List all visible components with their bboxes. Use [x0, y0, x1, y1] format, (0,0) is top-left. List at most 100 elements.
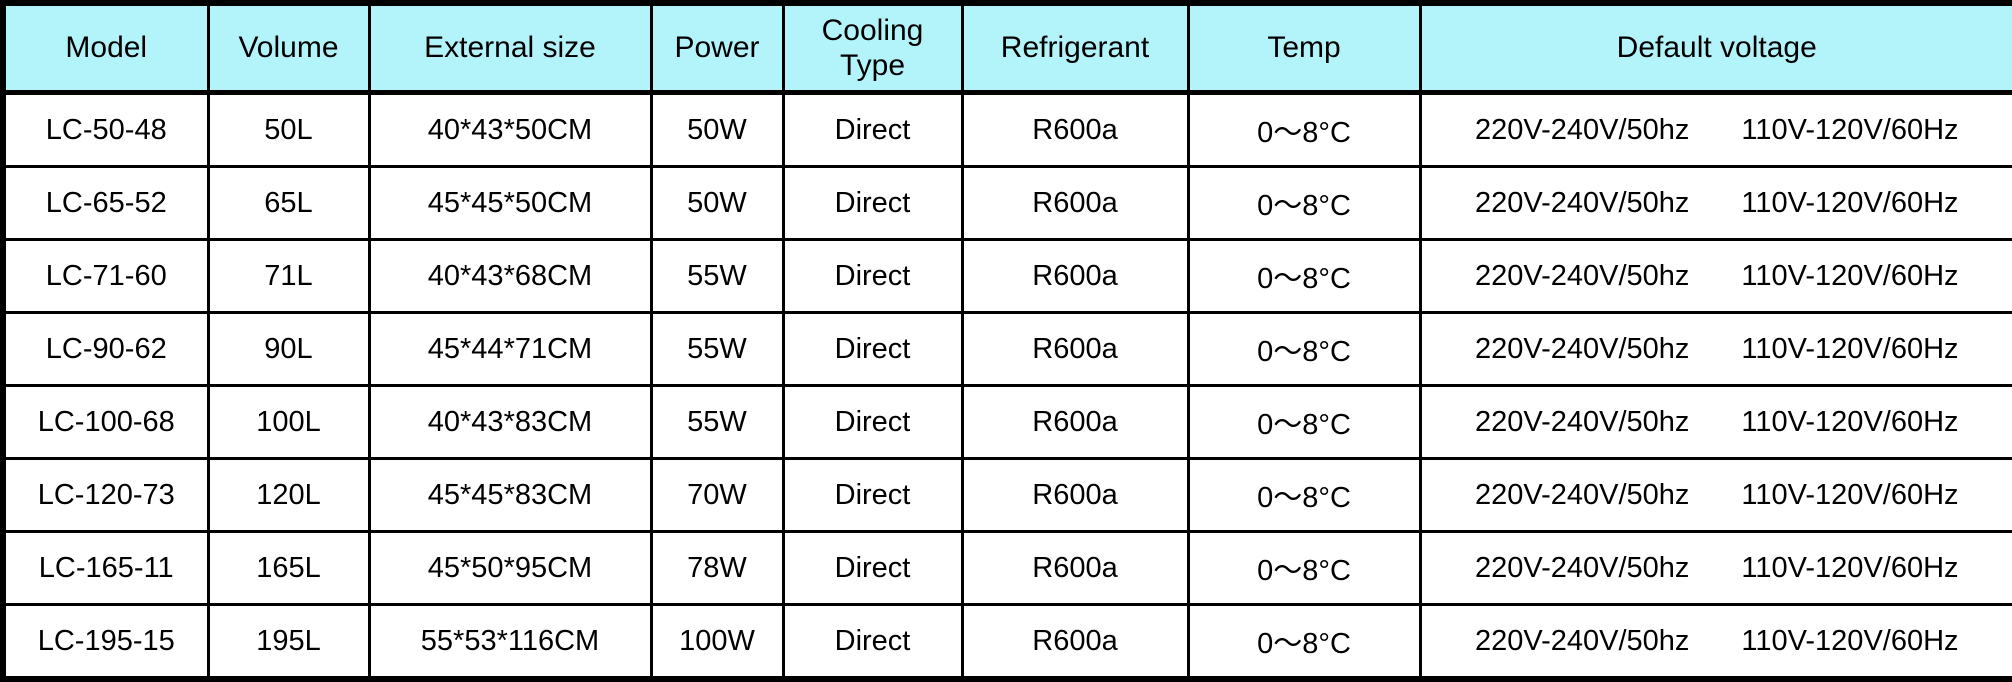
cell-refrigerant: R600a	[960, 165, 1190, 241]
table-header: Model Volume External size Power Cooling…	[1, 1, 2012, 95]
cell-refrigerant: R600a	[960, 530, 1190, 606]
voltage-value: 220V-240V/50hz	[1474, 405, 1690, 438]
cell-cooling-type: Direct	[781, 457, 964, 533]
cell-power: 78W	[649, 530, 785, 606]
cell-model: LC-195-15	[1, 603, 210, 681]
cell-external-size: 40*43*83CM	[367, 384, 653, 460]
cell-power: 55W	[649, 384, 785, 460]
cell-volume: 120L	[206, 457, 371, 533]
column-header-power: Power	[649, 1, 785, 95]
cell-power: 70W	[649, 457, 785, 533]
voltage-values: 220V-240V/50hz 110V-120V/60Hz	[1428, 479, 2007, 512]
cell-default-voltage: 220V-240V/50hz 110V-120V/60Hz	[1418, 603, 2012, 681]
cell-volume: 50L	[206, 91, 371, 168]
voltage-values: 220V-240V/50hz 110V-120V/60Hz	[1428, 406, 2007, 439]
cell-volume: 90L	[206, 311, 371, 387]
cell-external-size: 45*44*71CM	[367, 311, 653, 387]
cell-external-size: 55*53*116CM	[367, 603, 653, 681]
cell-cooling-type: Direct	[781, 91, 964, 168]
voltage-value: 110V-120V/60Hz	[1741, 186, 1959, 219]
column-header-external-size: External size	[367, 1, 653, 95]
cell-temp: 0～8°C	[1186, 530, 1422, 606]
voltage-value: 220V-240V/50hz	[1474, 478, 1690, 511]
cell-refrigerant: R600a	[960, 238, 1190, 314]
cell-cooling-type: Direct	[781, 530, 964, 606]
cell-volume: 100L	[206, 384, 371, 460]
cell-cooling-type: Direct	[781, 384, 964, 460]
cell-model: LC-165-11	[1, 530, 210, 606]
cell-external-size: 45*45*50CM	[367, 165, 653, 241]
table-row: LC-50-48 50L 40*43*50CM 50W Direct R600a 0～8°C…	[1, 91, 2012, 168]
cell-default-voltage: 220V-240V/50hz 110V-120V/60Hz	[1418, 311, 2012, 387]
column-header-cooling-type: Cooling Type	[781, 1, 964, 95]
cell-cooling-type: Direct	[781, 311, 964, 387]
cell-volume: 65L	[206, 165, 371, 241]
table-row: LC-120-73 120L 45*45*83CM 70W Direct R600a 0～8…	[1, 457, 2012, 533]
cell-temp: 0～8°C	[1186, 603, 1422, 681]
voltage-values: 220V-240V/50hz 110V-120V/60Hz	[1428, 260, 2007, 293]
cell-temp: 0～8°C	[1186, 238, 1422, 314]
voltage-value: 220V-240V/50hz	[1474, 186, 1690, 219]
cell-default-voltage: 220V-240V/50hz 110V-120V/60Hz	[1418, 384, 2012, 460]
cell-default-voltage: 220V-240V/50hz 110V-120V/60Hz	[1418, 457, 2012, 533]
cell-cooling-type: Direct	[781, 603, 964, 681]
voltage-values: 220V-240V/50hz 110V-120V/60Hz	[1428, 114, 2007, 147]
cell-model: LC-71-60	[1, 238, 210, 314]
table-row: LC-195-15 195L 55*53*116CM 100W Direct R600a 0…	[1, 603, 2012, 681]
table-row: LC-71-60 71L 40*43*68CM 55W Direct R600a 0～8°C…	[1, 238, 2012, 314]
table-row: LC-90-62 90L 45*44*71CM 55W Direct R600a 0～8°C…	[1, 311, 2012, 387]
cell-temp: 0～8°C	[1186, 457, 1422, 533]
cell-power: 50W	[649, 165, 785, 241]
table-body: LC-50-48 50L 40*43*50CM 50W Direct R600a 0～8°C…	[1, 91, 2012, 681]
table-row: LC-100-68 100L 40*43*83CM 55W Direct R600a 0～8…	[1, 384, 2012, 460]
voltage-values: 220V-240V/50hz 110V-120V/60Hz	[1428, 187, 2007, 220]
cell-volume: 195L	[206, 603, 371, 681]
cell-default-voltage: 220V-240V/50hz 110V-120V/60Hz	[1418, 238, 2012, 314]
cell-volume: 71L	[206, 238, 371, 314]
voltage-value: 110V-120V/60Hz	[1741, 405, 1959, 438]
table-row: LC-165-11 165L 45*50*95CM 78W Direct R600a 0～8…	[1, 530, 2012, 606]
cell-power: 100W	[649, 603, 785, 681]
header-row: Model Volume External size Power Cooling…	[1, 1, 2012, 95]
voltage-values: 220V-240V/50hz 110V-120V/60Hz	[1428, 625, 2007, 658]
column-header-default-voltage: Default voltage	[1418, 1, 2012, 95]
cell-default-voltage: 220V-240V/50hz 110V-120V/60Hz	[1418, 530, 2012, 606]
voltage-value: 220V-240V/50hz	[1474, 551, 1690, 584]
cell-external-size: 40*43*50CM	[367, 91, 653, 168]
cell-temp: 0～8°C	[1186, 91, 1422, 168]
cell-power: 50W	[649, 91, 785, 168]
cell-model: LC-90-62	[1, 311, 210, 387]
cell-refrigerant: R600a	[960, 603, 1190, 681]
cell-temp: 0～8°C	[1186, 165, 1422, 241]
table-row: LC-65-52 65L 45*45*50CM 50W Direct R600a 0～8°C…	[1, 165, 2012, 241]
column-header-temp: Temp	[1186, 1, 1422, 95]
voltage-value: 110V-120V/60Hz	[1741, 259, 1959, 292]
cell-external-size: 45*50*95CM	[367, 530, 653, 606]
voltage-value: 110V-120V/60Hz	[1741, 332, 1959, 365]
cell-temp: 0～8°C	[1186, 311, 1422, 387]
column-header-volume: Volume	[206, 1, 371, 95]
voltage-value: 220V-240V/50hz	[1474, 624, 1690, 657]
cell-external-size: 45*45*83CM	[367, 457, 653, 533]
cell-refrigerant: R600a	[960, 384, 1190, 460]
cell-model: LC-65-52	[1, 165, 210, 241]
cell-refrigerant: R600a	[960, 457, 1190, 533]
cell-volume: 165L	[206, 530, 371, 606]
voltage-values: 220V-240V/50hz 110V-120V/60Hz	[1428, 333, 2007, 366]
cell-model: LC-120-73	[1, 457, 210, 533]
cell-model: LC-100-68	[1, 384, 210, 460]
cell-model: LC-50-48	[1, 91, 210, 168]
voltage-value: 110V-120V/60Hz	[1741, 478, 1959, 511]
column-header-model: Model	[1, 1, 210, 95]
voltage-values: 220V-240V/50hz 110V-120V/60Hz	[1428, 552, 2007, 585]
cell-temp: 0～8°C	[1186, 384, 1422, 460]
voltage-value: 110V-120V/60Hz	[1741, 551, 1959, 584]
cell-external-size: 40*43*68CM	[367, 238, 653, 314]
voltage-value: 110V-120V/60Hz	[1741, 624, 1959, 657]
cell-refrigerant: R600a	[960, 311, 1190, 387]
cell-power: 55W	[649, 238, 785, 314]
cell-default-voltage: 220V-240V/50hz 110V-120V/60Hz	[1418, 165, 2012, 241]
cell-default-voltage: 220V-240V/50hz 110V-120V/60Hz	[1418, 91, 2012, 168]
cell-cooling-type: Direct	[781, 238, 964, 314]
